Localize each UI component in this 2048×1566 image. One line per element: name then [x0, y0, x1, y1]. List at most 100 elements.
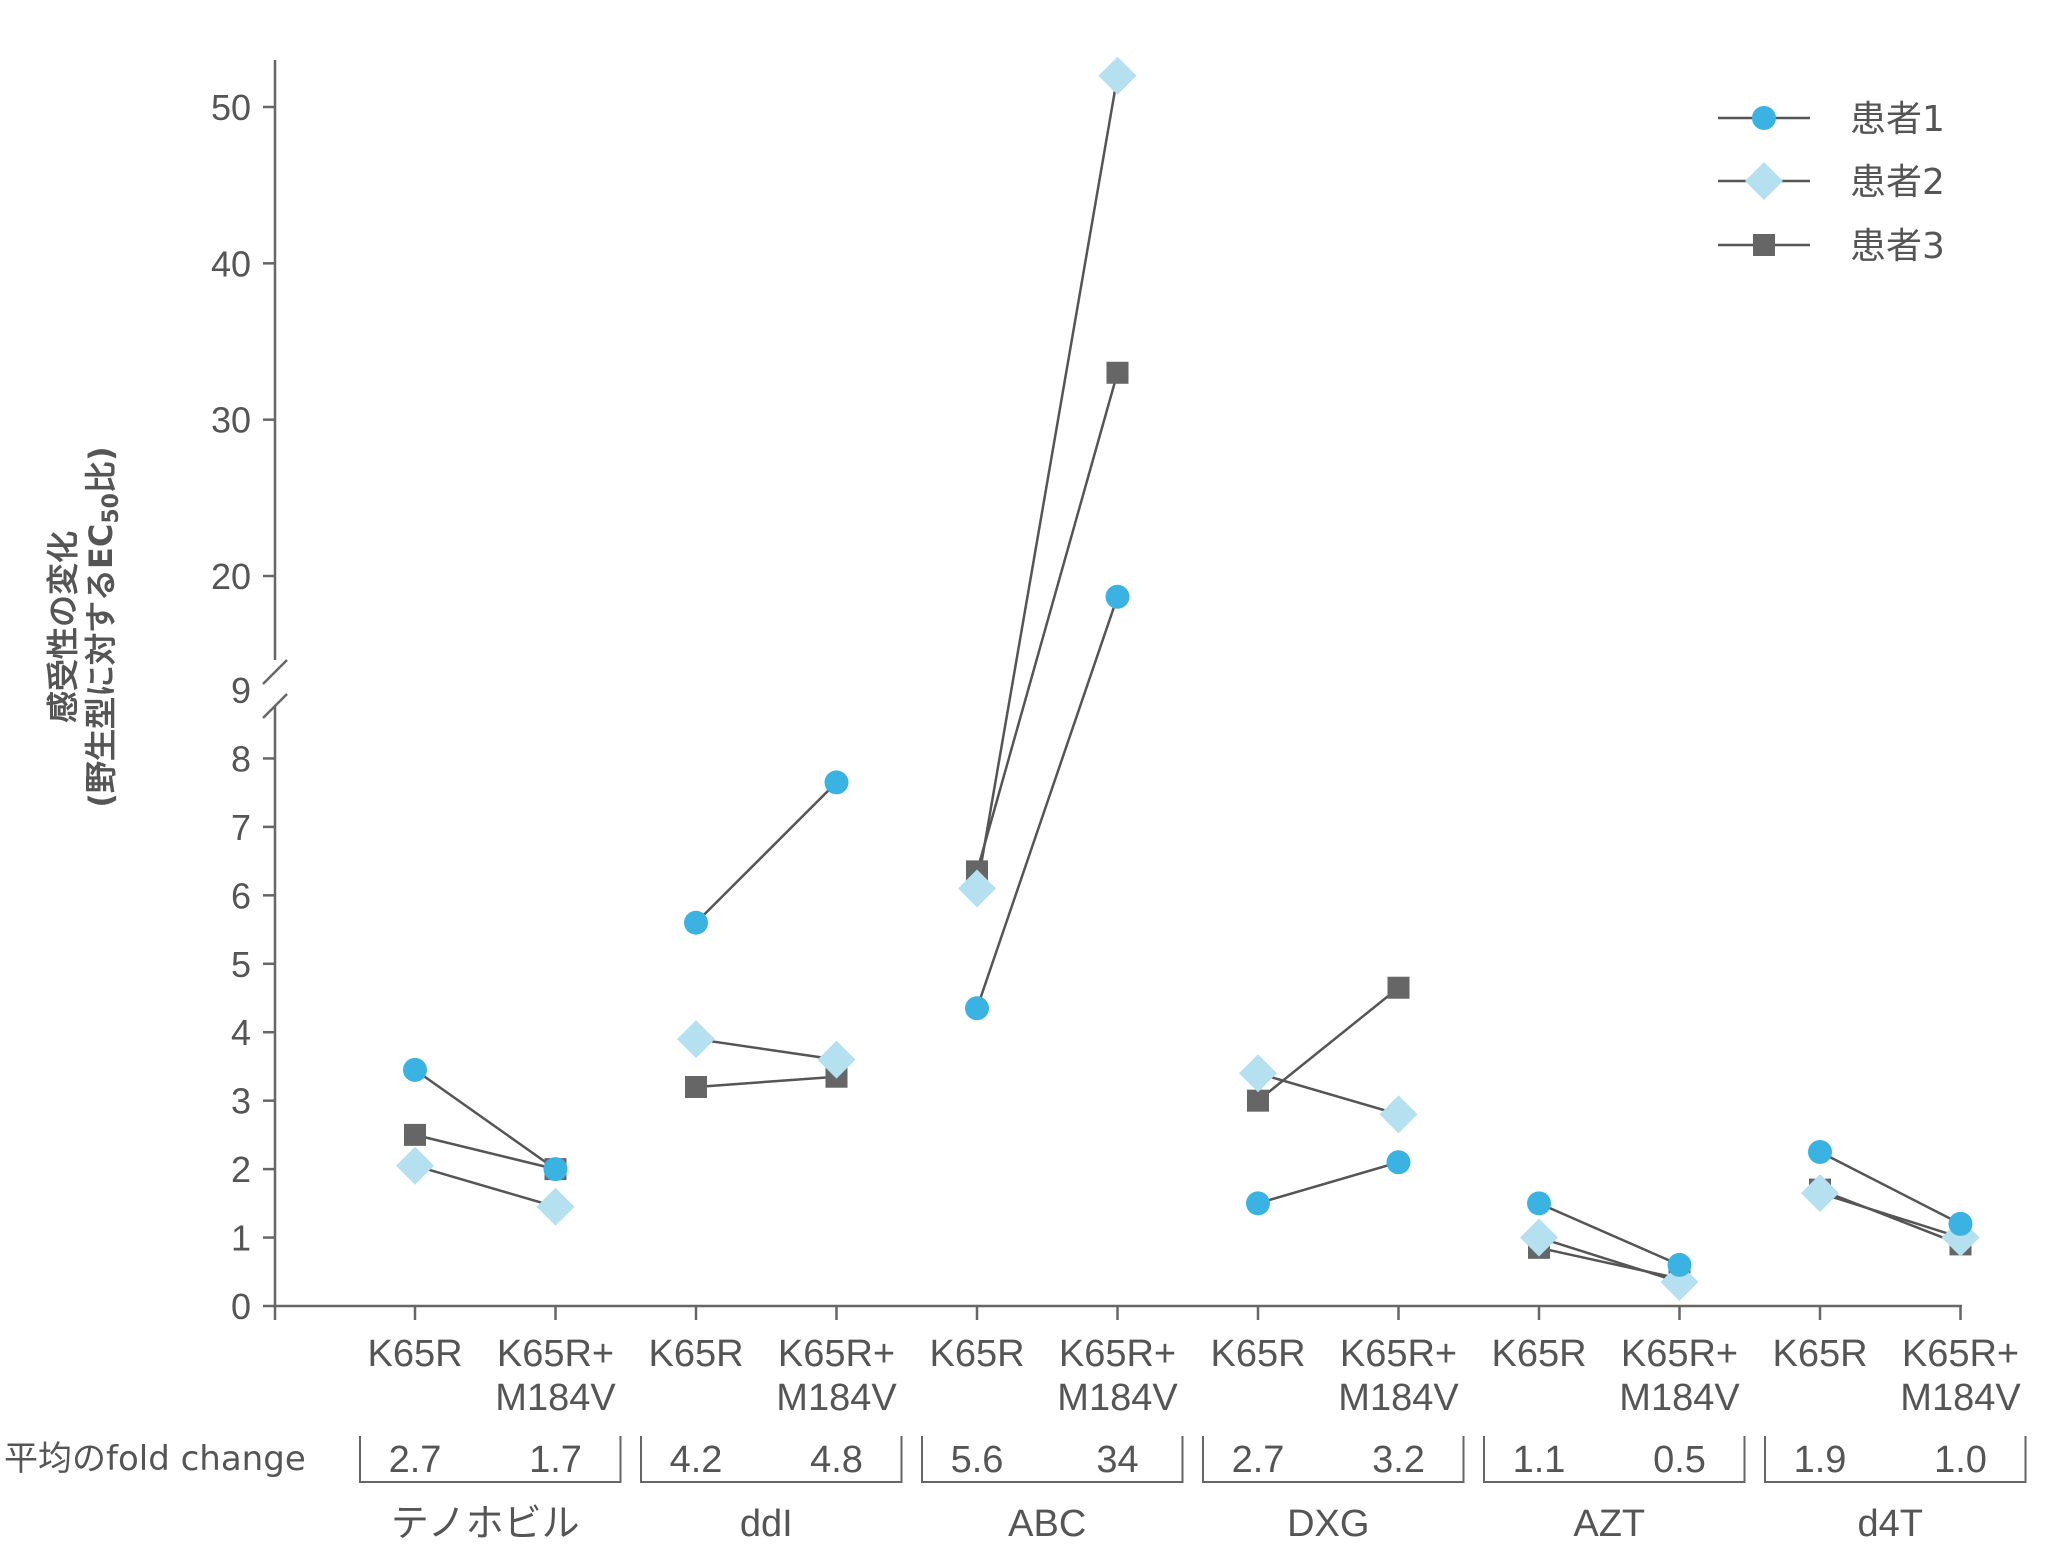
fold-change-value: 0.5 [1653, 1439, 1706, 1481]
y-tick-label: 7 [231, 807, 251, 848]
series-line-segment [1538, 1236, 1680, 1284]
fold-change-value: 4.2 [670, 1439, 723, 1481]
data-point-square [1106, 361, 1129, 384]
series-line-segment [975, 75, 1119, 889]
y-tick-label: 20 [211, 556, 251, 597]
series-line-segment [414, 1164, 556, 1208]
y-tick-label: 1 [231, 1218, 251, 1259]
series-line-segment [414, 1068, 557, 1171]
drug-label: d4T [1858, 1503, 1923, 1545]
legend-marker-diamond [1745, 162, 1783, 200]
fold-change-value: 1.7 [529, 1439, 582, 1481]
data-point-diamond [396, 1146, 434, 1185]
data-point-diamond [817, 1040, 856, 1079]
series-line-segment [1819, 1191, 1961, 1239]
fold-change-bracket [640, 1436, 903, 1483]
y-axis-title-line1: 感受性の変化 [44, 531, 82, 723]
fold-change-value: 1.1 [1513, 1439, 1566, 1481]
data-point-square [1247, 1089, 1269, 1112]
data-point-circle [1246, 1191, 1270, 1216]
category-labels: K65R K65R+ M184V K65R K65R+ M184V K65R K65R+ M18… [367, 1333, 2021, 1419]
x-category-label: K65R+ M184V [1900, 1333, 2021, 1419]
series-line-segment [1257, 1072, 1399, 1116]
y-tick-label: 2 [231, 1149, 251, 1190]
fold-change-value: 2.7 [389, 1439, 442, 1481]
data-point-circle [1105, 584, 1130, 609]
axis-break-mark [262, 693, 288, 719]
series-line-segment [414, 1133, 556, 1171]
data-point-diamond [1098, 56, 1137, 95]
series-line-segment [695, 1037, 837, 1061]
fold-change-bracket [359, 1436, 622, 1483]
series-lines [414, 75, 1962, 1284]
data-point-diamond [1520, 1218, 1558, 1257]
x-category-label: K65R [1491, 1333, 1586, 1375]
legend-marker-square [1753, 234, 1775, 256]
series-line-segment [1538, 1202, 1681, 1267]
y-tick-label: 5 [231, 944, 251, 985]
drug-label: テノホビル [391, 1503, 580, 1545]
y-tick-label: 50 [211, 87, 251, 128]
data-point-circle [1527, 1191, 1551, 1216]
drug-label: ABC [1008, 1503, 1086, 1545]
series-line-segment [1819, 1150, 1962, 1225]
data-point-circle [403, 1057, 427, 1082]
x-category-label: K65R+ M184V [776, 1333, 897, 1419]
fold-change-value: 3.2 [1372, 1439, 1425, 1481]
fold-change-bracket [1483, 1436, 1746, 1483]
data-point-circle [965, 996, 989, 1021]
data-point-circle [1808, 1140, 1832, 1164]
data-point-diamond [536, 1187, 575, 1226]
y-axis-ticks: 0 1 2 3 4 5 6 7 8 9 20 30 40 50 [211, 87, 275, 1327]
fold-change-row: 平均のfold change 2.7 1.7 テノホビル 4.2 4.8 ddI 5.6 34… [4, 1436, 2027, 1545]
x-category-label: K65R [1772, 1333, 1867, 1375]
y-tick-label: 40 [211, 243, 251, 284]
y-tick-label: 8 [231, 738, 251, 779]
fold-change-row-label: 平均のfold change [4, 1439, 306, 1479]
legend: 患者1 患者2 患者3 [1718, 99, 1945, 267]
drug-label: AZT [1573, 1503, 1645, 1545]
fold-change-value: 4.8 [810, 1439, 863, 1481]
data-point-diamond [1660, 1263, 1699, 1302]
y-tick-label: 30 [211, 400, 251, 441]
data-point-circle [684, 910, 708, 935]
data-point-circle [1667, 1252, 1692, 1277]
legend-label: 患者3 [1850, 226, 1945, 267]
fold-change-value: 2.7 [1232, 1439, 1285, 1481]
legend-label: 患者2 [1850, 162, 1945, 203]
data-point-circle [824, 770, 849, 795]
data-point-diamond [1239, 1054, 1277, 1093]
data-point-circle [543, 1157, 568, 1182]
axis-break-mark [262, 659, 288, 685]
legend-marker-circle [1752, 106, 1776, 130]
series-line-segment [695, 781, 838, 924]
y-tick-label: 9 [231, 670, 251, 711]
y-tick-label: 4 [231, 1012, 251, 1053]
data-point-square [1387, 976, 1410, 999]
data-point-diamond [1379, 1095, 1418, 1134]
x-category-label: K65R [1210, 1333, 1305, 1375]
fold-change-bracket [1202, 1436, 1465, 1483]
fold-change-value: 34 [1096, 1439, 1138, 1481]
y-axis-title: 感受性の変化 (野生型に対するEC50比) [44, 446, 124, 807]
series-line-segment [975, 596, 1119, 1009]
y-tick-label: 6 [231, 875, 251, 916]
axes [262, 60, 1962, 1320]
y-axis-title-line2: (野生型に対するEC50比) [82, 446, 124, 807]
series-markers [396, 56, 1980, 1302]
x-category-label: K65R+ M184V [1338, 1333, 1459, 1419]
fold-change-value: 5.6 [951, 1439, 1004, 1481]
x-category-label: K65R+ M184V [495, 1333, 616, 1419]
series-line-segment [695, 1075, 837, 1089]
drug-label: ddI [740, 1503, 793, 1545]
fold-change-value: 1.0 [1934, 1439, 1987, 1481]
fold-change-bracket [1764, 1436, 2027, 1483]
fold-change-value: 1.9 [1794, 1439, 1847, 1481]
data-point-square [685, 1075, 707, 1098]
series-line-segment [1257, 1161, 1399, 1205]
y-tick-label: 3 [231, 1081, 251, 1122]
legend-label: 患者1 [1850, 99, 1945, 140]
data-point-circle [1386, 1150, 1411, 1175]
y-tick-label: 0 [231, 1286, 251, 1327]
